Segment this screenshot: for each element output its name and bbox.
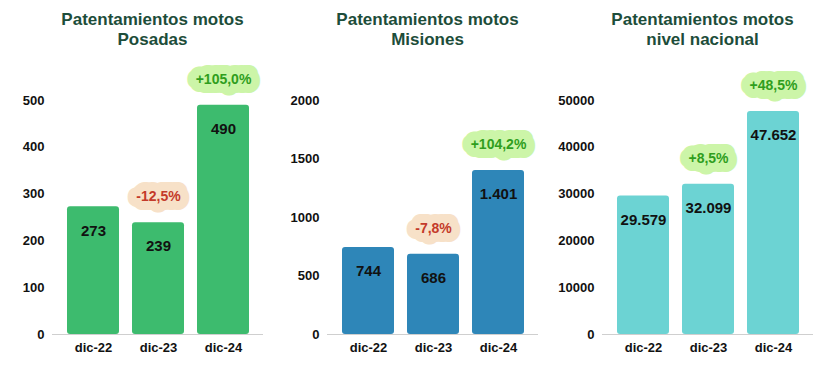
svg-text:2000: 2000: [291, 93, 320, 108]
svg-text:500: 500: [23, 93, 45, 108]
svg-text:0: 0: [587, 327, 594, 342]
svg-text:dic-22: dic-22: [625, 340, 663, 355]
svg-text:500: 500: [298, 268, 320, 283]
svg-text:dic-24: dic-24: [480, 340, 518, 355]
svg-text:+105,0%: +105,0%: [196, 71, 252, 87]
svg-text:dic-22: dic-22: [350, 340, 388, 355]
svg-text:+104,2%: +104,2%: [471, 136, 527, 152]
svg-text:dic-23: dic-23: [140, 340, 178, 355]
html-text:Patentamientos motos nivel nac: Patentamientos motos nivel nacional: [611, 10, 794, 49]
svg-text:0: 0: [312, 327, 319, 342]
svg-text:300: 300: [23, 186, 45, 201]
svg-text:20000: 20000: [558, 233, 594, 248]
svg-text:dic-24: dic-24: [205, 340, 243, 355]
svg-text:1000: 1000: [291, 210, 320, 225]
svg-text:273: 273: [81, 222, 106, 239]
svg-text:490: 490: [211, 120, 236, 137]
svg-text:1500: 1500: [291, 151, 320, 166]
svg-text:+48,5%: +48,5%: [750, 77, 798, 93]
svg-text:-12,5%: -12,5%: [136, 188, 181, 204]
svg-text:200: 200: [23, 233, 45, 248]
svg-text:+8,5%: +8,5%: [688, 150, 729, 166]
svg-text:100: 100: [23, 280, 45, 295]
svg-text:dic-23: dic-23: [690, 340, 728, 355]
svg-text:400: 400: [23, 139, 45, 154]
svg-text:10000: 10000: [558, 280, 594, 295]
svg-text:29.579: 29.579: [621, 211, 667, 228]
svg-text:dic-23: dic-23: [415, 340, 453, 355]
svg-text:0: 0: [37, 327, 44, 342]
svg-text:30000: 30000: [558, 186, 594, 201]
svg-text:32.099: 32.099: [686, 199, 732, 216]
svg-text:47.652: 47.652: [751, 126, 797, 143]
html-text:Patentamientos motos Misiones: Patentamientos motos Misiones: [336, 10, 519, 49]
svg-text:-7,8%: -7,8%: [415, 220, 452, 236]
html-text:Patentamientos motos Posadas: Patentamientos motos Posadas: [61, 10, 244, 49]
svg-text:50000: 50000: [558, 93, 594, 108]
svg-text:686: 686: [421, 269, 446, 286]
svg-text:dic-22: dic-22: [75, 340, 113, 355]
svg-text:1.401: 1.401: [480, 185, 518, 202]
svg-text:dic-24: dic-24: [755, 340, 793, 355]
svg-text:239: 239: [146, 237, 171, 254]
svg-text:40000: 40000: [558, 139, 594, 154]
svg-text:744: 744: [356, 262, 382, 279]
